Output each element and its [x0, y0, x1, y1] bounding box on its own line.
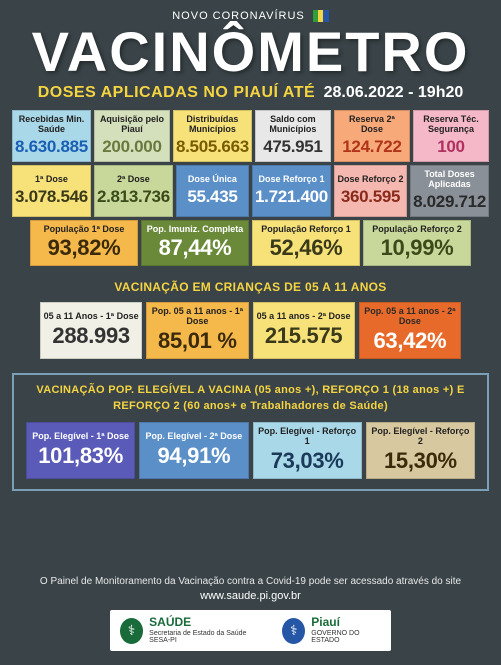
stat-value: 101,83%	[29, 445, 132, 467]
stat-cell: 05 a 11 anos - 2ª Dose 215.575	[253, 302, 355, 359]
stat-cell: Dose Reforço 1 1.721.400	[252, 165, 331, 217]
stat-cell: Pop. 05 a 11 anos - 1ª Dose 85,01 %	[146, 302, 248, 359]
eligible-section-title: VACINAÇÃO POP. ELEGÍVEL A VACINA (05 ano…	[20, 383, 481, 414]
stat-label: População Reforço 1	[255, 225, 357, 235]
stat-label: Aquisição pelo Piauí	[97, 115, 167, 135]
subtitle-row: DOSES APLICADAS NO PIAUÍ ATÉ 28.06.2022 …	[0, 84, 501, 102]
row3-grid: População 1ª Dose 93,82% Pop. Imuniz. Comp…	[0, 220, 501, 267]
footer-url: www.saude.pi.gov.br	[0, 590, 501, 602]
stat-cell: População 1ª Dose 93,82%	[30, 220, 138, 267]
main-title: VACINÔMETRO	[0, 24, 501, 80]
children-grid: 05 a 11 Anos - 1ª Dose 288.993 Pop. 05 a 1…	[0, 302, 501, 359]
stat-label: Total Doses Aplicadas	[413, 170, 486, 190]
stat-label: População Reforço 2	[366, 225, 468, 235]
stat-label: Pop. Elegível - 1ª Dose	[29, 432, 132, 442]
stat-label: 05 a 11 Anos - 1ª Dose	[43, 312, 139, 322]
stat-value: 87,44%	[144, 237, 246, 259]
stat-value: 200.000	[97, 138, 167, 155]
logo-title: SAÚDE	[149, 616, 262, 629]
stat-label: Pop. Elegível - Reforço 2	[369, 427, 472, 447]
children-section-title: VACINAÇÃO EM CRIANÇAS DE 05 A 11 ANOS	[0, 280, 501, 294]
stat-cell: Pop. Elegível - 2ª Dose 94,91%	[139, 422, 248, 479]
stat-cell: Total Doses Aplicadas 8.029.712	[410, 165, 489, 217]
stat-cell: 2ª Dose 2.813.736	[94, 165, 173, 217]
row1-grid: Recebidas Min. Saúde 8.630.885 Aquisição p…	[0, 110, 501, 162]
stat-value: 8.630.885	[15, 138, 88, 155]
stat-label: Pop. Elegível - 2ª Dose	[142, 432, 245, 442]
logo-subtitle: Secretaria de Estado da Saúde SESA-PI	[149, 630, 262, 645]
stat-cell: 1ª Dose 3.078.546	[12, 165, 91, 217]
stat-cell: Reserva 2ª Dose 124.722	[334, 110, 410, 162]
stat-cell: Recebidas Min. Saúde 8.630.885	[12, 110, 91, 162]
eligible-grid: Pop. Elegível - 1ª Dose101,83%Pop. Elegí…	[20, 422, 481, 479]
stat-cell: População Reforço 2 10,99%	[363, 220, 471, 267]
footer-text: O Painel de Monitoramento da Vacinação c…	[0, 575, 501, 588]
stat-value: 1.721.400	[255, 188, 328, 205]
crest-icon: ⚕	[282, 618, 305, 644]
stat-cell: Pop. Elegível - Reforço 2 15,30%	[366, 422, 475, 479]
stat-cell: Reserva Téc. Segurança 100	[413, 110, 489, 162]
stat-label: 1ª Dose	[15, 175, 88, 185]
logo-subtitle: GOVERNO DO ESTADO	[311, 630, 381, 645]
stat-value: 8.505.663	[176, 138, 249, 155]
stat-value: 2.813.736	[97, 188, 170, 205]
stat-cell: Pop. 05 a 11 anos - 2ª Dose 63,42%	[359, 302, 461, 359]
eligible-box: VACINAÇÃO POP. ELEGÍVEL A VACINA (05 ano…	[12, 373, 489, 491]
stat-value: 63,42%	[362, 330, 458, 352]
stat-value: 15,30%	[369, 450, 472, 472]
logo-block: ⚕PiauíGOVERNO DO ESTADO	[282, 616, 381, 645]
stat-label: Pop. 05 a 11 anos - 1ª Dose	[149, 307, 245, 327]
stat-cell: Dose Única 55.435	[176, 165, 249, 217]
stat-value: 52,46%	[255, 237, 357, 259]
stat-label: Pop. Elegível - Reforço 1	[256, 427, 359, 447]
stat-value: 8.029.712	[413, 193, 486, 210]
stat-value: 124.722	[337, 138, 407, 155]
stat-value: 360.595	[337, 188, 404, 205]
stat-label: Reserva Téc. Segurança	[416, 115, 486, 135]
crest-icon: ⚕	[120, 618, 143, 644]
stat-label: 05 a 11 anos - 2ª Dose	[256, 312, 352, 322]
stat-label: Pop. 05 a 11 anos - 2ª Dose	[362, 307, 458, 327]
stat-cell: Pop. Elegível - Reforço 1 73,03%	[253, 422, 362, 479]
logo-bar: ⚕SAÚDESecretaria de Estado da Saúde SESA…	[110, 610, 391, 651]
stat-label: Dose Reforço 2	[337, 175, 404, 185]
stat-value: 55.435	[179, 188, 246, 205]
logo-text: SAÚDESecretaria de Estado da Saúde SESA-…	[149, 616, 262, 645]
stat-cell: Dose Reforço 2 360.595	[334, 165, 407, 217]
stat-label: 2ª Dose	[97, 175, 170, 185]
stat-value: 3.078.546	[15, 188, 88, 205]
stat-cell: Distribuídas Municípios 8.505.663	[173, 110, 252, 162]
stat-label: Recebidas Min. Saúde	[15, 115, 88, 135]
stat-cell: Aquisição pelo Piauí 200.000	[94, 110, 170, 162]
logo-block: ⚕SAÚDESecretaria de Estado da Saúde SESA…	[120, 616, 262, 645]
stat-value: 73,03%	[256, 450, 359, 472]
stat-label: População 1ª Dose	[33, 225, 135, 235]
stat-label: Pop. Imuniz. Completa	[144, 225, 246, 235]
stat-value: 10,99%	[366, 237, 468, 259]
stat-value: 475.951	[258, 138, 328, 155]
subtitle-label: DOSES APLICADAS NO PIAUÍ ATÉ	[38, 84, 315, 101]
stat-value: 93,82%	[33, 237, 135, 259]
subtitle-date: 28.06.2022 - 19h20	[324, 84, 464, 101]
header-row: NOVO CORONAVÍRUS	[0, 0, 501, 22]
stat-cell: Saldo com Municípios 475.951	[255, 110, 331, 162]
stat-label: Saldo com Municípios	[258, 115, 328, 135]
footer: O Painel de Monitoramento da Vacinação c…	[0, 575, 501, 665]
logo-title: Piauí	[311, 616, 381, 629]
logo-text: PiauíGOVERNO DO ESTADO	[311, 616, 381, 645]
stat-label: Reserva 2ª Dose	[337, 115, 407, 135]
stat-label: Distribuídas Municípios	[176, 115, 249, 135]
stat-value: 94,91%	[142, 445, 245, 467]
stat-cell: Pop. Elegível - 1ª Dose 101,83%	[26, 422, 135, 479]
stat-cell: População Reforço 1 52,46%	[252, 220, 360, 267]
stat-label: Dose Única	[179, 175, 246, 185]
stat-value: 100	[416, 138, 486, 155]
stat-value: 215.575	[256, 325, 352, 347]
stat-value: 85,01 %	[149, 330, 245, 352]
stat-cell: 05 a 11 Anos - 1ª Dose 288.993	[40, 302, 142, 359]
stat-label: Dose Reforço 1	[255, 175, 328, 185]
stat-cell: Pop. Imuniz. Completa 87,44%	[141, 220, 249, 267]
stat-value: 288.993	[43, 325, 139, 347]
row2-grid: 1ª Dose 3.078.546 2ª Dose 2.813.736 Dose Úni…	[0, 165, 501, 217]
